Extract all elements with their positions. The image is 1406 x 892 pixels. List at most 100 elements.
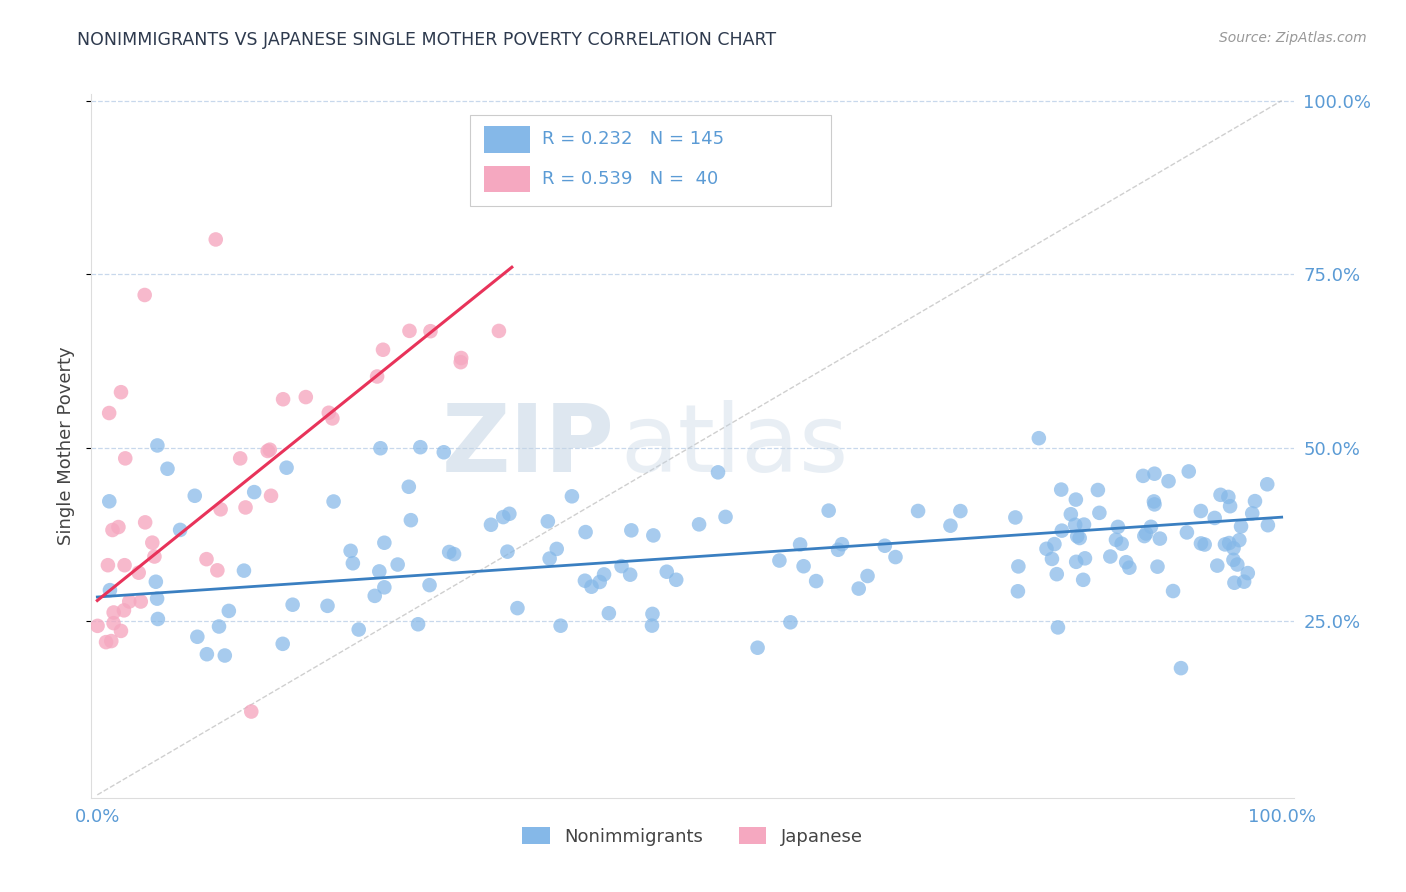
Point xyxy=(1256,477,1278,491)
Point xyxy=(373,580,395,594)
Point xyxy=(498,507,520,521)
Point xyxy=(1111,537,1133,551)
Point xyxy=(1241,507,1264,521)
Point xyxy=(1189,504,1212,518)
Point xyxy=(747,640,769,655)
Point xyxy=(1060,507,1083,521)
Point xyxy=(364,589,387,603)
Point xyxy=(98,583,121,598)
Point xyxy=(103,616,125,631)
Point xyxy=(1236,566,1258,580)
Text: Source: ZipAtlas.com: Source: ZipAtlas.com xyxy=(1219,31,1367,45)
Point xyxy=(537,514,560,528)
Point xyxy=(146,612,169,626)
Point xyxy=(1218,490,1240,504)
Point xyxy=(1143,497,1166,511)
Point xyxy=(1115,555,1137,569)
Point xyxy=(574,525,596,540)
Point xyxy=(433,445,456,459)
Point xyxy=(419,578,441,592)
Point xyxy=(793,559,815,574)
Point xyxy=(884,550,907,565)
Point xyxy=(1050,524,1073,538)
Point xyxy=(1157,474,1180,488)
FancyBboxPatch shape xyxy=(485,126,530,153)
Legend: Nonimmigrants, Japanese: Nonimmigrants, Japanese xyxy=(515,820,870,853)
Point xyxy=(848,582,870,596)
Point xyxy=(112,603,135,617)
Point xyxy=(907,504,929,518)
Point xyxy=(1161,584,1184,599)
Point xyxy=(610,559,633,574)
Point xyxy=(827,542,849,557)
Point xyxy=(94,635,117,649)
Point xyxy=(398,324,420,338)
Point xyxy=(98,406,121,420)
Point xyxy=(1219,499,1241,513)
Point xyxy=(1087,483,1109,497)
Point xyxy=(373,535,395,549)
Point xyxy=(641,618,664,632)
Point xyxy=(1028,431,1050,445)
Point xyxy=(398,480,420,494)
Point xyxy=(399,513,422,527)
Point xyxy=(1105,533,1128,547)
Text: R = 0.232   N = 145: R = 0.232 N = 145 xyxy=(543,130,724,148)
Text: R = 0.539   N =  40: R = 0.539 N = 40 xyxy=(543,170,718,188)
Point xyxy=(229,451,252,466)
Point xyxy=(619,567,641,582)
Point xyxy=(321,411,343,425)
Point xyxy=(1035,541,1057,556)
Point xyxy=(1194,537,1216,551)
Point xyxy=(271,392,294,407)
Point xyxy=(450,355,472,369)
Point xyxy=(103,606,125,620)
Point xyxy=(1064,492,1087,507)
Point xyxy=(598,606,620,620)
Point xyxy=(419,324,441,338)
Text: atlas: atlas xyxy=(620,400,849,492)
Point xyxy=(1046,620,1069,634)
Point xyxy=(479,517,502,532)
Point xyxy=(387,558,409,572)
Point xyxy=(208,619,231,633)
Point xyxy=(204,232,226,246)
Point xyxy=(1170,661,1192,675)
Point xyxy=(546,541,568,556)
Point xyxy=(789,537,811,551)
Point xyxy=(145,574,167,589)
Point xyxy=(496,544,519,558)
Point xyxy=(443,547,465,561)
Point xyxy=(1066,529,1088,543)
Point xyxy=(1007,584,1029,599)
Point xyxy=(1046,567,1069,582)
Point xyxy=(240,705,263,719)
Point xyxy=(1140,520,1163,534)
Point xyxy=(169,523,191,537)
Point xyxy=(110,624,132,638)
Point xyxy=(1230,519,1253,533)
Point xyxy=(581,580,603,594)
FancyBboxPatch shape xyxy=(470,115,831,206)
Point xyxy=(665,573,688,587)
Point xyxy=(1004,510,1026,524)
Point xyxy=(1143,494,1166,508)
Point xyxy=(804,574,827,588)
Point xyxy=(856,569,879,583)
Point xyxy=(714,509,737,524)
Point xyxy=(86,619,108,633)
Point xyxy=(538,551,561,566)
Point xyxy=(939,518,962,533)
Point xyxy=(620,524,643,538)
Point xyxy=(98,494,121,508)
Point xyxy=(256,444,278,458)
Point xyxy=(779,615,801,630)
Point xyxy=(276,460,298,475)
Point xyxy=(129,594,152,608)
Point xyxy=(233,564,256,578)
Point xyxy=(873,539,896,553)
Point xyxy=(949,504,972,518)
Point xyxy=(1146,559,1168,574)
Point xyxy=(107,520,129,534)
Point xyxy=(101,523,124,537)
